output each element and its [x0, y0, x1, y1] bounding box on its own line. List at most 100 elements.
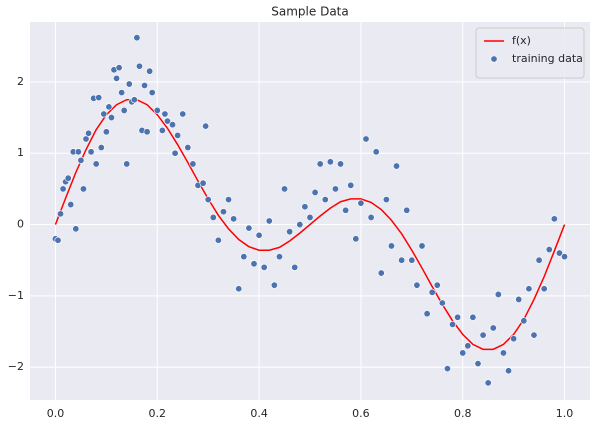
point [158, 126, 166, 134]
point [505, 367, 513, 375]
point [179, 110, 187, 118]
point [74, 148, 82, 156]
x-tick-label: 0.4 [250, 407, 268, 420]
plot-area [30, 22, 590, 400]
point [520, 317, 528, 325]
point [377, 269, 385, 277]
point [423, 310, 431, 318]
point [484, 379, 492, 387]
legend: f(x) training data [475, 27, 585, 79]
point [321, 196, 329, 204]
point [362, 135, 370, 143]
point [64, 174, 72, 182]
point [77, 156, 85, 164]
point [469, 313, 477, 321]
point [347, 181, 355, 189]
point [219, 208, 227, 216]
point [459, 349, 467, 357]
point [123, 160, 131, 168]
point [530, 331, 538, 339]
point [202, 122, 210, 130]
legend-label: f(x) [512, 34, 531, 47]
point [337, 160, 345, 168]
point [245, 224, 253, 232]
point [326, 158, 334, 166]
point [118, 89, 126, 97]
point [418, 242, 426, 250]
point [143, 128, 151, 136]
point [382, 196, 390, 204]
point [464, 342, 472, 350]
point [306, 213, 314, 221]
point [286, 228, 294, 236]
point [398, 256, 406, 264]
point [275, 253, 283, 261]
y-tick-label: −1 [8, 289, 24, 302]
point [163, 117, 171, 125]
point [357, 199, 365, 207]
point [301, 203, 309, 211]
point [561, 253, 569, 261]
point [525, 285, 533, 293]
point [54, 236, 62, 244]
point [250, 260, 258, 268]
point [199, 179, 207, 187]
point [92, 160, 100, 168]
point [515, 295, 523, 303]
point [499, 349, 507, 357]
point [367, 213, 375, 221]
point [85, 129, 93, 137]
point [454, 313, 462, 321]
point [291, 263, 299, 271]
point [161, 110, 169, 118]
point [79, 185, 87, 193]
point [296, 221, 304, 229]
x-tick-label: 0.0 [47, 407, 65, 420]
y-tick-label: 0 [17, 218, 24, 231]
point [235, 285, 243, 293]
point [95, 94, 103, 102]
legend-marker [490, 55, 498, 63]
point [59, 185, 67, 193]
point [87, 148, 95, 156]
legend-label: training data [512, 52, 583, 65]
point [100, 110, 108, 118]
point [214, 236, 222, 244]
point [67, 201, 75, 209]
point [225, 196, 233, 204]
point [438, 299, 446, 307]
point [540, 285, 548, 293]
point [428, 288, 436, 296]
point [107, 114, 115, 122]
point [352, 235, 360, 243]
point [115, 64, 123, 72]
point [443, 365, 451, 373]
point [555, 249, 563, 257]
x-tick-label: 0.6 [352, 407, 370, 420]
y-tick-label: 1 [17, 146, 24, 159]
point [550, 215, 558, 223]
point [204, 196, 212, 204]
point [270, 281, 278, 289]
point [545, 246, 553, 254]
point [372, 148, 380, 156]
point [403, 206, 411, 214]
point [125, 80, 133, 88]
x-tick-label: 0.8 [454, 407, 472, 420]
point [342, 206, 350, 214]
y-tick-label: −2 [8, 360, 24, 373]
point [387, 242, 395, 250]
point [331, 185, 339, 193]
point [130, 96, 138, 104]
point [209, 213, 217, 221]
point [265, 217, 273, 225]
point [57, 210, 65, 218]
line [54, 98, 566, 351]
point [141, 81, 149, 89]
point [474, 360, 482, 368]
point [105, 103, 113, 111]
point [153, 106, 161, 114]
point [135, 62, 143, 70]
